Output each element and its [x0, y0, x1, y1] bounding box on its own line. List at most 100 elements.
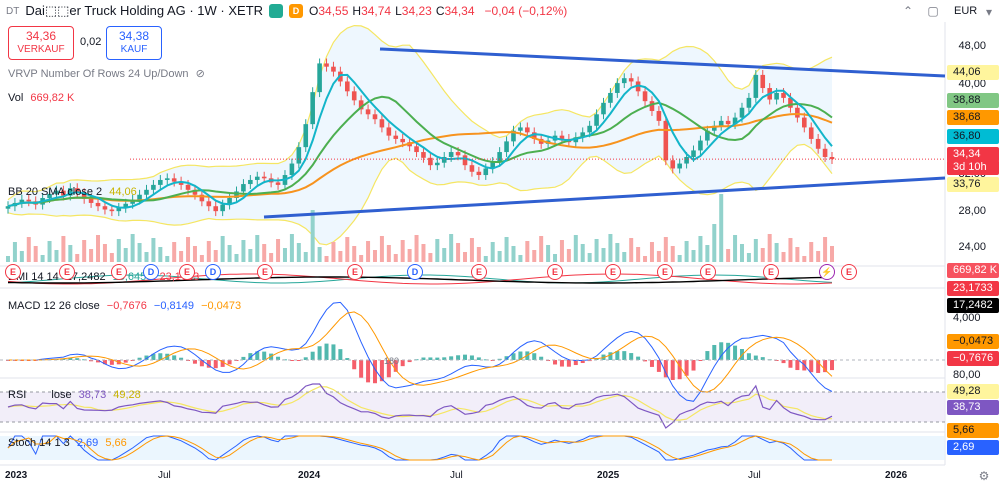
maximize-icon[interactable]: ▢: [927, 4, 939, 18]
volume-bar: [615, 243, 620, 262]
time-axis-label: 2026: [885, 470, 908, 481]
candle-body: [428, 157, 433, 166]
dividend-event-icon[interactable]: D: [407, 264, 423, 280]
earnings-event-icon[interactable]: E: [347, 264, 363, 280]
candle-body: [116, 207, 122, 212]
earnings-event-icon[interactable]: E: [471, 264, 487, 280]
volume-bar: [289, 234, 294, 262]
price-axis-tag: 80,00: [953, 369, 981, 381]
macd-histogram-bar: [102, 360, 107, 365]
macd-histogram-bar: [719, 342, 724, 360]
macd-histogram-bar: [289, 360, 294, 361]
macd-legend[interactable]: MACD 12 26 close −0,7676 −0,8149 −0,0473: [8, 300, 245, 312]
chevron-down-icon[interactable]: ▾: [985, 5, 993, 19]
settings-gear-icon[interactable]: ⚙: [978, 469, 990, 483]
candle-body: [220, 204, 225, 212]
volume-bar: [497, 251, 502, 262]
candle-body: [227, 198, 232, 205]
buy-button[interactable]: 34,38 KAUF: [106, 26, 162, 60]
dividend-event-icon[interactable]: D: [205, 264, 221, 280]
earnings-event-icon[interactable]: E: [5, 264, 21, 280]
macd-histogram-bar: [643, 360, 648, 362]
macd-histogram-bar: [206, 360, 211, 368]
candle-body: [164, 178, 170, 180]
candle-body: [497, 152, 502, 162]
expand-icon[interactable]: ⌃: [902, 4, 914, 18]
earnings-event-icon[interactable]: E: [605, 264, 621, 280]
volume-bar: [705, 245, 710, 262]
candle-body: [663, 120, 669, 161]
candle-body: [365, 109, 371, 115]
macd-histogram-bar: [573, 360, 578, 366]
candle-body: [358, 100, 364, 110]
macd-histogram-bar: [476, 357, 481, 360]
volume-bar: [539, 236, 544, 262]
macd-histogram-bar: [227, 360, 232, 365]
macd-histogram-bar: [760, 357, 765, 360]
volume-label: Vol: [8, 92, 24, 104]
price-axis-tag: 49,28: [947, 384, 999, 399]
macd-histogram-bar: [656, 360, 661, 372]
volume-bar: [518, 255, 523, 262]
dividend-event-icon[interactable]: D: [143, 264, 159, 280]
macd-histogram-bar: [331, 344, 336, 360]
candle-body: [178, 181, 184, 185]
volume-bar: [19, 251, 24, 262]
volume-bar: [594, 239, 599, 262]
dmi-legend[interactable]: DMI 14 14 17,2482 15,6450 23,1733: [8, 271, 203, 283]
macd-histogram-bar: [566, 360, 571, 367]
candle-body: [684, 156, 689, 164]
volume-legend[interactable]: Vol 669,82 K: [8, 92, 78, 104]
bb-legend[interactable]: BB 20 SMA close 2 44,06: [8, 186, 141, 198]
currency-label[interactable]: EUR: [954, 5, 978, 17]
symbol-title[interactable]: Dai⬚⬚er Truck Holding AG · 1W · XETR: [25, 3, 264, 18]
earnings-event-icon[interactable]: E: [179, 264, 195, 280]
macd-histogram-bar: [469, 355, 474, 360]
split-event-icon[interactable]: ⚡: [819, 264, 835, 280]
volume-bar: [186, 237, 191, 262]
candle-body: [504, 141, 509, 153]
earnings-event-icon[interactable]: E: [111, 264, 127, 280]
eye-off-icon[interactable]: ⊘: [195, 68, 205, 80]
candle-body: [171, 178, 177, 182]
volume-bar: [649, 242, 654, 262]
candle-body: [753, 74, 759, 98]
vrvp-legend[interactable]: VRVP Number Of Rows 24 Up/Down ⊘: [8, 67, 209, 80]
stoch-legend[interactable]: Stoch 14 1 3 2,69 5,66: [8, 437, 131, 449]
candle-body: [61, 190, 66, 196]
bb-label: BB 20 SMA close 2: [8, 186, 103, 198]
volume-bar: [421, 244, 426, 262]
macd-histogram-bar: [663, 360, 668, 378]
stoch-d-line: [7, 435, 832, 461]
candle-body: [68, 188, 73, 196]
trendline-upper[interactable]: [379, 47, 946, 78]
earnings-event-icon[interactable]: E: [59, 264, 75, 280]
volume-bar: [338, 251, 343, 262]
earnings-event-icon[interactable]: E: [257, 264, 273, 280]
macd-histogram-bar: [636, 356, 641, 360]
symbol-code: DT: [6, 5, 20, 17]
volume-bar: [733, 235, 738, 262]
earnings-event-icon[interactable]: E: [700, 264, 716, 280]
candle-body: [483, 168, 489, 176]
candle-body: [248, 179, 253, 185]
earnings-event-icon[interactable]: E: [763, 264, 779, 280]
trendline-lower[interactable]: [263, 176, 946, 219]
sell-button[interactable]: 34,36 VERKAUF: [8, 26, 74, 60]
volume-bar: [255, 235, 260, 262]
earnings-event-icon[interactable]: E: [547, 264, 563, 280]
macd-histogram-bar: [712, 344, 717, 360]
earnings-event-icon[interactable]: E: [841, 264, 857, 280]
candle-body: [774, 92, 779, 100]
dmi-adx-line: [7, 276, 833, 284]
macd-histogram-bar: [830, 360, 834, 371]
candle-body: [144, 189, 149, 195]
volume-bar: [89, 249, 94, 262]
price-axis-tag: −0,0473: [947, 334, 999, 349]
price-axis-tag: 34,34: [947, 147, 999, 162]
volume-bar: [386, 245, 391, 262]
rsi-legend[interactable]: RSI lose 38,73 49,28: [8, 389, 145, 401]
earnings-event-icon[interactable]: E: [657, 264, 673, 280]
volume-bar: [12, 242, 17, 262]
data-badge-d[interactable]: D: [289, 4, 304, 18]
